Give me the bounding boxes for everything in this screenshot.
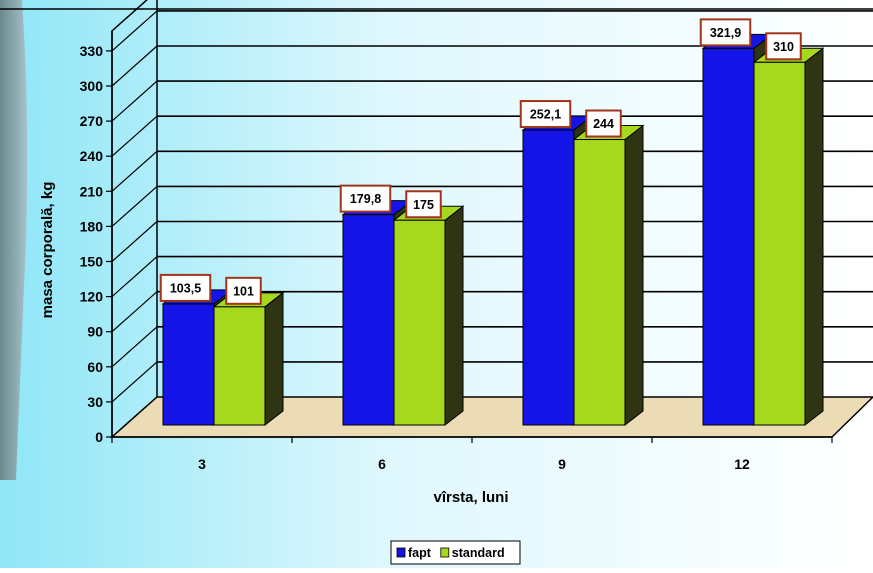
legend-label-standard: standard bbox=[452, 546, 505, 560]
data-label-box bbox=[225, 276, 262, 305]
data-label-text: 103,5 bbox=[170, 281, 201, 295]
data-label-fapt-3: 103,5 bbox=[159, 273, 212, 302]
data-labels: 103,5 101 179,8 175 252,1 244 321,9 310 bbox=[159, 18, 802, 305]
gridline-diagonal bbox=[111, 221, 158, 262]
x-tick-label: 12 bbox=[734, 456, 750, 472]
y-tick-label: 210 bbox=[80, 183, 104, 199]
bar-side bbox=[444, 205, 464, 427]
y-tick-label: 330 bbox=[80, 43, 104, 59]
data-label-text: 101 bbox=[233, 284, 254, 298]
gridline-diagonal bbox=[111, 185, 158, 227]
data-label-box bbox=[765, 32, 802, 61]
gridline-diagonal bbox=[111, 80, 158, 122]
x-axis: 3 6 9 12 bbox=[111, 436, 833, 472]
data-label-box bbox=[585, 109, 622, 138]
bar-front bbox=[342, 214, 395, 426]
y-tick-label: 60 bbox=[87, 359, 103, 375]
bar-front bbox=[522, 129, 575, 426]
data-label-standard-12: 310 bbox=[765, 32, 802, 61]
gridline-diagonal bbox=[111, 256, 158, 298]
bar-front bbox=[393, 219, 446, 426]
legend: fapt standard bbox=[390, 540, 521, 565]
gridline-diagonal bbox=[111, 45, 158, 87]
data-label-text: 252,1 bbox=[530, 108, 561, 122]
bar-standard-12 bbox=[752, 47, 825, 427]
data-label-standard-9: 244 bbox=[585, 109, 622, 138]
bar-front bbox=[213, 306, 266, 426]
y-axis: 0 30 60 90 120 150 180 210 240 270 300 330 bbox=[80, 30, 113, 445]
data-label-text: 310 bbox=[773, 40, 794, 54]
data-label-box bbox=[339, 184, 392, 213]
legend-swatch-fapt bbox=[396, 547, 406, 558]
data-label-text: 175 bbox=[413, 198, 434, 212]
bar-front bbox=[573, 139, 626, 426]
data-label-fapt-9: 252,1 bbox=[519, 100, 572, 129]
y-tick-label: 30 bbox=[87, 394, 103, 410]
data-label-box bbox=[405, 190, 442, 219]
gridline-diagonal bbox=[111, 326, 158, 368]
gridline-diagonal bbox=[111, 361, 158, 403]
data-label-standard-3: 101 bbox=[225, 276, 262, 305]
gridline-diagonal bbox=[111, 115, 158, 157]
bar-side bbox=[804, 47, 824, 427]
y-tick-label: 90 bbox=[87, 324, 103, 340]
y-tick-label: 300 bbox=[80, 78, 104, 94]
bar-standard-9 bbox=[572, 124, 645, 427]
gridline-diagonal bbox=[111, 150, 158, 192]
data-label-box bbox=[159, 273, 212, 302]
bar-front bbox=[162, 303, 215, 426]
y-axis-label: masa corporală, kg bbox=[39, 182, 56, 319]
data-label-standard-6: 175 bbox=[405, 190, 442, 219]
bar-standard-3 bbox=[212, 291, 285, 427]
x-tick-label: 6 bbox=[378, 456, 386, 472]
x-tick-label: 9 bbox=[558, 456, 566, 472]
legend-label-fapt: fapt bbox=[408, 546, 432, 560]
data-label-text: 179,8 bbox=[350, 192, 381, 206]
bar-side bbox=[624, 124, 644, 427]
data-label-fapt-6: 179,8 bbox=[339, 184, 392, 213]
bar-front bbox=[753, 61, 806, 426]
y-tick-label: 270 bbox=[80, 113, 104, 129]
y-tick-label: 0 bbox=[95, 429, 103, 445]
bar-standard-6 bbox=[392, 205, 465, 427]
y-tick-label: 240 bbox=[80, 148, 104, 164]
data-label-fapt-12: 321,9 bbox=[699, 18, 752, 47]
gridline-diagonal bbox=[111, 10, 158, 52]
legend-swatch-standard bbox=[440, 547, 450, 558]
legend-box bbox=[390, 540, 521, 565]
x-tick-label: 3 bbox=[198, 456, 206, 472]
data-label-text: 321,9 bbox=[710, 26, 741, 40]
bar-side bbox=[264, 291, 284, 427]
data-label-box bbox=[519, 100, 572, 129]
x-axis-label: vîrsta, luni bbox=[433, 489, 508, 506]
y-tick-label: 180 bbox=[80, 218, 104, 234]
y-tick-label: 150 bbox=[80, 254, 104, 270]
data-label-box bbox=[699, 18, 752, 47]
left-photo-edge bbox=[0, 0, 28, 480]
gridline-diagonal bbox=[111, 291, 158, 333]
data-label-text: 244 bbox=[593, 117, 614, 131]
y-tick-label: 120 bbox=[80, 289, 104, 305]
bar-front bbox=[702, 47, 755, 426]
